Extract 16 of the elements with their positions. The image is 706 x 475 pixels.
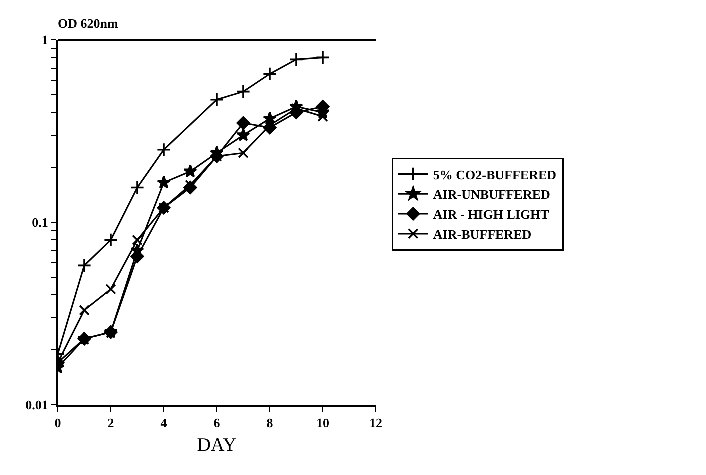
y-tick-label: 0.01: [26, 398, 48, 413]
x-axis-title: DAY: [197, 434, 237, 456]
y-tick-label: 0.1: [32, 215, 48, 230]
legend-label: AIR-BUFFERED: [433, 226, 532, 242]
x-tick-label: 2: [108, 416, 114, 431]
legend-label: AIR-UNBUFFERED: [433, 187, 550, 202]
x-tick-label: 10: [316, 416, 330, 431]
x-tick-label: 4: [160, 416, 168, 431]
x-tick-label: 0: [54, 416, 62, 431]
x-tick-label: 12: [370, 416, 382, 431]
y-axis-title: OD 620nm: [58, 16, 118, 31]
x-tick-label: 8: [266, 416, 274, 431]
legend-label: AIR - HIGH LIGHT: [433, 207, 550, 222]
y-tick-label: 1: [42, 32, 48, 48]
x-tick-label: 6: [214, 416, 221, 431]
legend-label: 5% CO2-BUFFERED: [433, 167, 557, 182]
